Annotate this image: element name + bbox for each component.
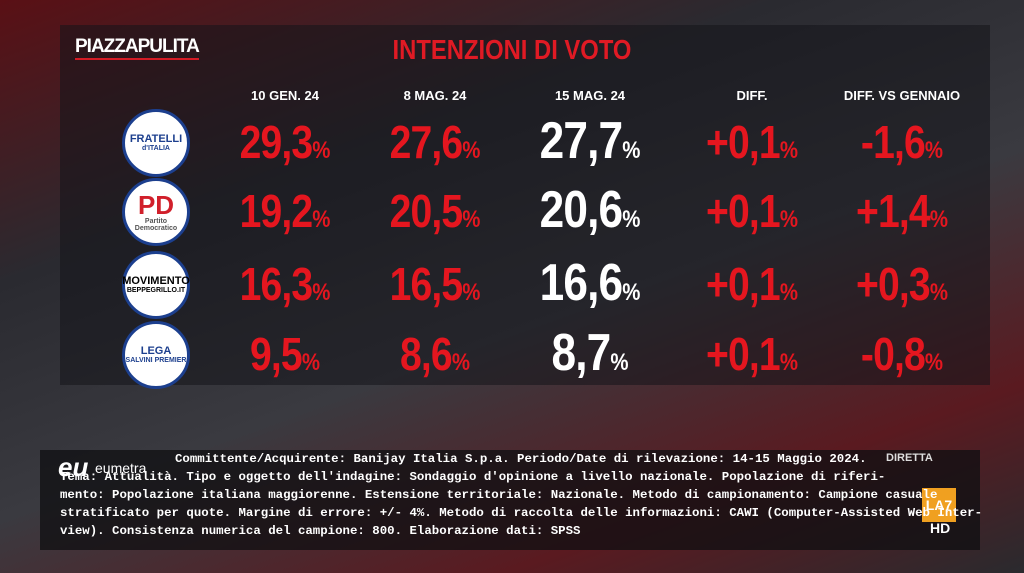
value-cell: 29,3% (217, 115, 353, 169)
column-header: DIFF. VS GENNAIO (843, 88, 961, 103)
party-text: BEPPEGRILLO.IT (126, 287, 186, 294)
value-cell: +0,1% (684, 257, 820, 311)
column-header: 8 MAG. 24 (403, 88, 467, 103)
footer-line: view). Consistenza numerica del campione… (60, 524, 581, 538)
value: 19,2 (239, 185, 314, 237)
unit: % (779, 206, 798, 233)
unit: % (924, 349, 944, 376)
value: +0,3 (856, 258, 931, 310)
value: 16,3 (239, 258, 314, 310)
value: 8,7 (551, 324, 611, 382)
party-logo: LEGA SALVINI PREMIER (122, 321, 190, 389)
unit: % (929, 279, 948, 306)
value: 27,7 (539, 112, 623, 170)
value-cell: +0,1% (684, 327, 820, 381)
footer (40, 450, 980, 550)
value: 8,6 (400, 328, 453, 380)
unit: % (779, 349, 798, 376)
party-logo: FRATELLI d'ITALIA (122, 109, 190, 177)
party-text: Partito Democratico (134, 218, 178, 232)
value: -1,6 (860, 116, 926, 168)
unit: % (312, 206, 331, 233)
unit: % (462, 279, 481, 306)
value-cell: 16,3% (217, 257, 353, 311)
channel-hd: HD (930, 520, 951, 536)
value: 16,6 (539, 254, 623, 312)
unit: % (462, 137, 481, 164)
unit: % (301, 349, 320, 376)
brand: PIAZZAPULITA (75, 36, 200, 60)
unit: % (622, 137, 641, 164)
value-cell: 20,5% (367, 184, 503, 238)
value-cell: +0,1% (684, 115, 820, 169)
unit: % (312, 137, 331, 164)
footer-line: Tema: Attualità. Tipo e oggetto dell'ind… (60, 470, 886, 484)
value: +0,1 (706, 328, 781, 380)
unit: % (312, 279, 331, 306)
value-cell: +1,4% (834, 184, 970, 238)
column-header: DIFF. (736, 88, 768, 103)
value-cell: 19,2% (217, 184, 353, 238)
brand-a: PIAZZA (75, 36, 139, 57)
footer-line: stratificato per quote. Margine di error… (60, 506, 983, 520)
footer-line: Committente/Acquirente: Banijay Italia S… (175, 452, 867, 466)
value: 20,6 (539, 181, 623, 239)
value-cell: 27,6% (367, 115, 503, 169)
value-cell: +0,3% (834, 257, 970, 311)
party-text: PD (137, 190, 175, 220)
unit: % (462, 206, 481, 233)
brand-b: PULITA (137, 36, 200, 57)
unit: % (924, 137, 944, 164)
value: 16,5 (389, 258, 464, 310)
value: 27,6 (389, 116, 464, 168)
value-cell: 9,5% (217, 327, 353, 381)
party-text: LEGA (140, 345, 172, 357)
unit: % (779, 137, 798, 164)
party-text: SALVINI PREMIER (125, 357, 187, 364)
value-cell: 27,7% (522, 111, 658, 171)
logo-eu: eu (58, 452, 89, 482)
value: +0,1 (706, 185, 781, 237)
party-text: MOVIMENTO (122, 275, 190, 287)
unit: % (779, 279, 798, 306)
column-header: 15 MAG. 24 (554, 88, 626, 103)
party-text: d'ITALIA (142, 145, 170, 152)
unit: % (451, 349, 470, 376)
value-cell: 8,6% (367, 327, 503, 381)
footer-line: mento: Popolazione italiana maggiorenne.… (60, 488, 938, 502)
value-cell: 16,6% (522, 253, 658, 313)
value: 9,5 (250, 328, 303, 380)
unit: % (622, 279, 641, 306)
value: +1,4 (856, 185, 931, 237)
party-logo: MOVIMENTO BEPPEGRILLO.IT (122, 251, 190, 319)
panel (60, 25, 990, 385)
logo-eumetra: eumetra (95, 460, 147, 476)
value: 29,3 (239, 116, 314, 168)
value: +0,1 (706, 258, 781, 310)
live: DIRETTA (886, 452, 933, 464)
value-cell: 16,5% (367, 257, 503, 311)
column-header: 10 GEN. 24 (251, 88, 319, 103)
title: INTENZIONI DI VOTO (392, 34, 632, 65)
value: +0,1 (706, 116, 781, 168)
party-logo: PD Partito Democratico (122, 178, 190, 246)
value-cell: +0,1% (684, 184, 820, 238)
party-text: FRATELLI (129, 133, 183, 145)
value: 20,5 (389, 185, 464, 237)
value-cell: 20,6% (522, 180, 658, 240)
unit: % (610, 349, 629, 376)
channel-logo: LA7 (922, 488, 956, 522)
value-cell: 8,7% (522, 323, 658, 383)
unit: % (929, 206, 948, 233)
unit: % (622, 206, 641, 233)
value-cell: -0,8% (834, 327, 970, 381)
value: -0,8 (860, 328, 926, 380)
value-cell: -1,6% (834, 115, 970, 169)
